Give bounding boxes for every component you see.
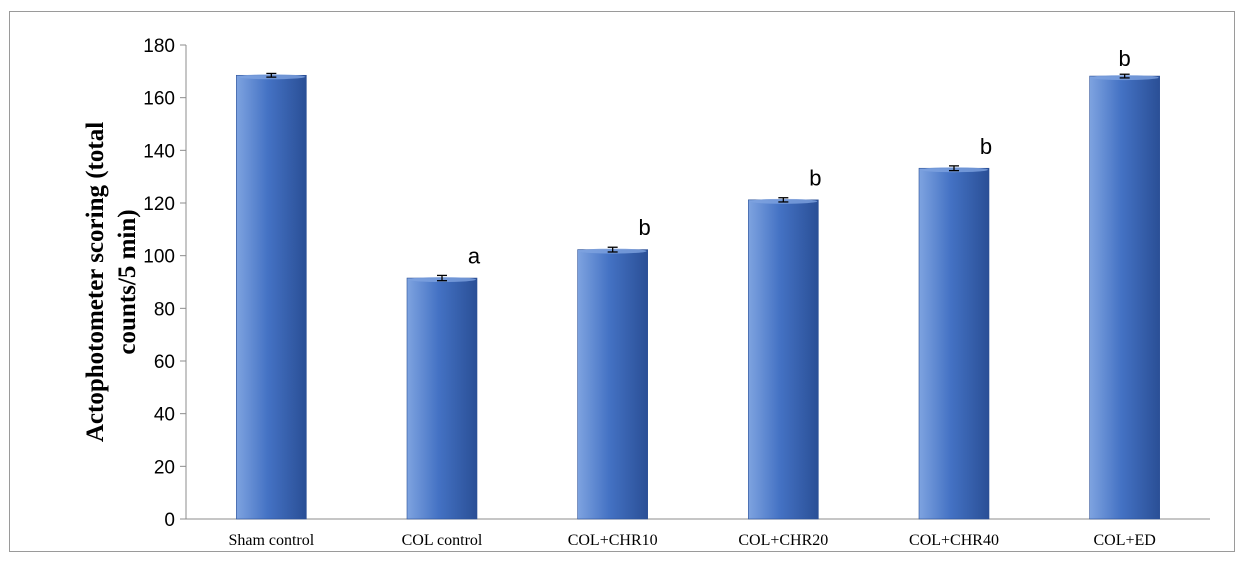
y-axis-label: Actophotometer scoring (total counts/5 m… xyxy=(82,122,141,442)
significance-label: b xyxy=(809,166,821,191)
y-tick-label: 20 xyxy=(154,457,175,478)
bar xyxy=(577,249,648,520)
y-axis-label-line-1: Actophotometer scoring (total xyxy=(82,122,109,442)
y-tick-label: 160 xyxy=(143,89,175,110)
bar-group: b xyxy=(748,166,821,520)
x-tick-label: COL+CHR10 xyxy=(568,532,658,549)
bar-group: a xyxy=(406,243,481,520)
y-tick-label: 120 xyxy=(143,194,175,215)
bar xyxy=(406,277,478,520)
y-tick-label: 180 xyxy=(143,36,175,57)
y-tick-label: 100 xyxy=(143,247,175,268)
y-tick-label: 0 xyxy=(164,510,175,531)
x-tick-label: COL+ED xyxy=(1093,532,1155,549)
significance-label: b xyxy=(1119,46,1131,71)
bar-group: b xyxy=(577,215,651,520)
bar-group xyxy=(236,72,307,520)
significance-label: a xyxy=(468,243,481,268)
bar xyxy=(236,74,307,520)
x-axis-ticks: Sham control COL control COL+CHR10 COL+CHR2… xyxy=(228,532,1155,549)
bar xyxy=(1089,75,1160,520)
bar-group: b xyxy=(918,134,992,520)
x-tick-label: COL control xyxy=(402,532,483,549)
x-tick-label: COL+CHR20 xyxy=(738,532,828,549)
bar-chart: Actophotometer scoring (total counts/5 m… xyxy=(82,36,1210,549)
y-axis-label-line-2: counts/5 min) xyxy=(114,209,141,354)
bar-group: b xyxy=(1089,46,1160,520)
y-tick-label: 140 xyxy=(143,141,175,162)
y-tick-label: 40 xyxy=(154,405,175,426)
y-axis-ticks: 0 20 40 60 80 100 120 140 160 180 xyxy=(143,36,186,531)
significance-label: b xyxy=(980,134,992,159)
significance-label: b xyxy=(639,215,651,240)
x-tick-label: COL+CHR40 xyxy=(909,532,999,549)
chart-frame: Actophotometer scoring (total counts/5 m… xyxy=(9,11,1235,552)
x-tick-label: Sham control xyxy=(228,532,314,549)
axes xyxy=(185,45,1210,520)
bars: a b b b b xyxy=(236,46,1160,520)
y-tick-label: 80 xyxy=(154,299,175,320)
y-tick-label: 60 xyxy=(154,352,175,373)
bar xyxy=(918,167,990,520)
bar xyxy=(748,199,819,520)
